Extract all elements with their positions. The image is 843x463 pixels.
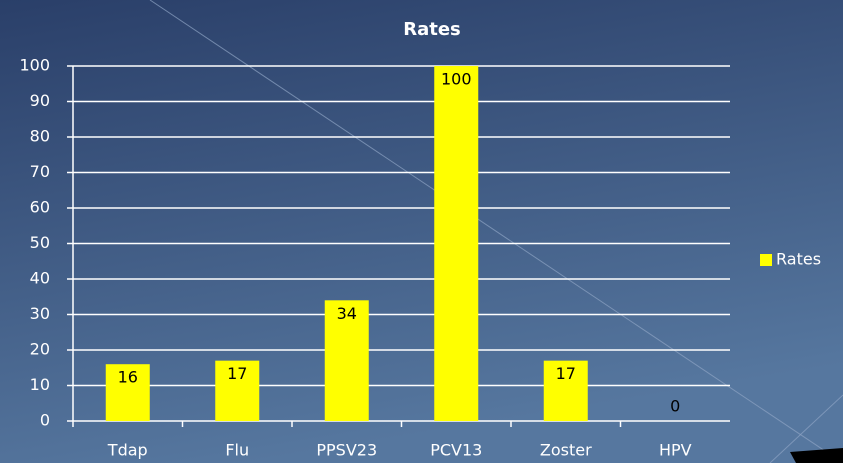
y-tick-label: 10	[30, 375, 50, 394]
bar	[324, 300, 369, 421]
y-tick-label: 20	[30, 340, 50, 359]
chart-title: Rates	[403, 19, 461, 40]
legend-label: Rates	[776, 250, 821, 269]
x-tick-label: PCV13	[430, 441, 482, 460]
x-tick-label: PPSV23	[316, 441, 377, 460]
data-label: 16	[118, 368, 138, 387]
bar	[105, 364, 150, 421]
y-tick-label: 70	[30, 162, 50, 181]
bar	[434, 66, 479, 421]
y-tick-label: 80	[30, 127, 50, 146]
x-tick-label: Flu	[225, 441, 249, 460]
x-tick-label: Zoster	[540, 441, 592, 460]
y-tick-label: 90	[30, 91, 50, 110]
data-label: 17	[227, 364, 247, 383]
data-label: 17	[556, 364, 576, 383]
decor-line	[769, 394, 843, 463]
y-tick-label: 50	[30, 233, 50, 252]
y-tick-label: 30	[30, 304, 50, 323]
x-tick-label: HPV	[659, 441, 692, 460]
y-tick-label: 0	[40, 411, 50, 430]
y-tick-label: 40	[30, 269, 50, 288]
y-tick-label: 100	[19, 56, 50, 75]
data-label: 34	[337, 304, 357, 323]
bar	[543, 360, 588, 421]
data-label: 100	[441, 70, 472, 89]
legend-swatch	[760, 254, 772, 266]
x-tick-label: Tdap	[107, 441, 148, 460]
y-tick-label: 60	[30, 198, 50, 217]
decor-shape	[790, 448, 843, 463]
data-label: 0	[670, 397, 680, 416]
bar	[215, 360, 260, 421]
